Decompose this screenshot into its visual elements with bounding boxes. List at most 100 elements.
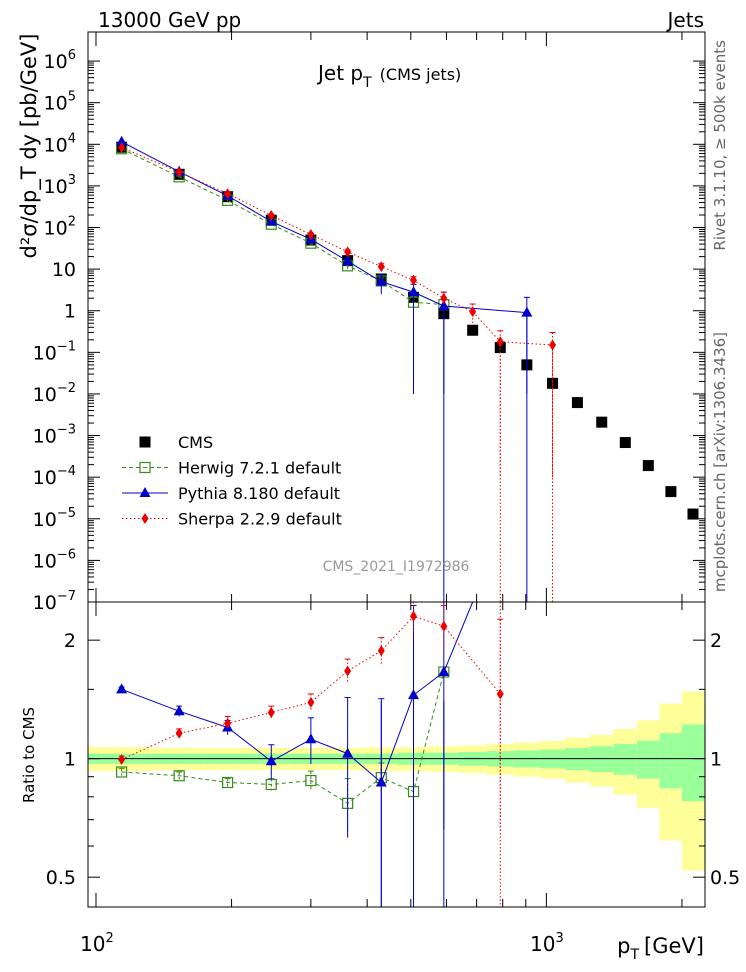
- ratio-point-pythia-8: [438, 666, 450, 677]
- main-ytick-label-4: 102: [44, 215, 76, 240]
- ratio-band-inner-16: [636, 740, 660, 779]
- ratio-point-pythia-5: [342, 747, 354, 758]
- main-point-sherpa-2: [224, 188, 232, 200]
- ratio-point-pythia-7: [408, 689, 420, 700]
- main-ytick-label-exp-10: −4: [57, 464, 76, 479]
- main-point-sherpa-8: [440, 292, 448, 304]
- main-ytick-label-exp-1: 5: [68, 90, 76, 105]
- main-ytick-label-exp-12: −6: [57, 547, 76, 562]
- main-point-pythia-5: [342, 255, 354, 266]
- ratio-point-sherpa-5: [344, 665, 352, 677]
- ratio-point-sherpa-1: [175, 727, 183, 739]
- ratio-line-sherpa: [121, 615, 501, 760]
- main-ytick-label-base-3: 10: [44, 176, 68, 198]
- ratio-panel: 2 2 1 1 0.5 0.5: [46, 601, 740, 908]
- ratio-point-sherpa-8: [440, 620, 448, 632]
- legend-marker-pythia: [139, 487, 151, 497]
- ratio-point-herwig-1: [173, 770, 185, 782]
- main-ytick-label-base-5: 10: [52, 259, 76, 281]
- main-axes: 10610510410310210110−110−210−310−410−510…: [33, 32, 705, 614]
- legend-label-sherpa: Sherpa 2.2.9 default: [178, 510, 342, 529]
- main-ytick-label-base-2: 10: [44, 134, 68, 156]
- main-point-cms-14: [596, 416, 608, 428]
- main-ytick-label-exp-3: 3: [68, 173, 76, 188]
- header-left: 13000 GeV pp: [98, 8, 241, 32]
- x-tick-label-100: 102: [80, 931, 114, 956]
- main-point-sherpa-10: [496, 336, 504, 348]
- ratio-ytick-label-1: 1: [64, 749, 76, 771]
- main-ytick-label-0: 106: [44, 48, 76, 73]
- ratio-ytick-label-0: 2: [64, 630, 76, 652]
- main-line-sherpa: [121, 146, 553, 346]
- main-ytick-label-exp-4: 2: [68, 215, 76, 230]
- main-ytick-label-base-4: 10: [44, 218, 68, 240]
- x-axis-label-main: p: [617, 934, 630, 958]
- main-ytick-label-2: 104: [44, 131, 76, 156]
- main-ytick-label-base-0: 10: [44, 51, 68, 73]
- main-point-cms-12: [547, 377, 559, 389]
- plot-title-main: Jet p: [316, 61, 363, 85]
- main-point-cms-13: [571, 397, 583, 409]
- ratio-point-pythia-0: [116, 683, 128, 694]
- legend-marker-herwig: [139, 461, 151, 474]
- ratio-point-sherpa-4: [307, 696, 315, 708]
- main-point-cms-17: [665, 486, 677, 498]
- main-ytick-label-base-12: 10: [33, 550, 57, 572]
- main-ytick-label-3: 103: [44, 173, 76, 198]
- main-ytick-label-exp-2: 4: [68, 131, 76, 146]
- main-point-cms-18: [687, 508, 699, 520]
- legend-label-cms: CMS: [178, 433, 213, 452]
- main-ytick-label-exp-13: −7: [57, 589, 76, 604]
- main-line-pythia: [121, 141, 527, 314]
- main-point-sherpa-5: [344, 246, 352, 258]
- x-tick-1000-base: 10: [530, 932, 555, 956]
- main-point-cms-10: [494, 342, 506, 354]
- main-marks: [116, 135, 699, 602]
- ratio-point-pythia-3: [265, 755, 277, 766]
- main-ytick-label-9: 10−3: [33, 423, 76, 448]
- main-point-sherpa-6: [377, 261, 385, 273]
- main-point-pythia-9: [521, 306, 533, 317]
- main-ytick-label-1: 105: [44, 90, 76, 115]
- analysis-label: CMS_2021_I1972986: [323, 559, 470, 575]
- ratio-ytick-label-2: 0.5: [46, 867, 76, 889]
- x-axis-label-sub: T: [629, 947, 639, 963]
- ratio-line-herwig: [121, 671, 445, 804]
- main-ytick-label-11: 10−5: [33, 506, 76, 531]
- main-ylabel: d²σ/dp_T dy [pb/GeV]: [17, 34, 42, 259]
- x-tick-1000-exp: 3: [555, 931, 563, 946]
- main-point-pythia-6: [375, 275, 387, 286]
- ratio-marks: [88, 601, 705, 907]
- main-ytick-label-base-10: 10: [33, 467, 57, 489]
- main-point-sherpa-4: [307, 228, 315, 240]
- legend: CMS Herwig 7.2.1 default Pythia 8.180 defa…: [122, 433, 342, 529]
- main-ytick-label-12: 10−6: [33, 547, 76, 572]
- main-ytick-label-exp-7: −1: [57, 339, 76, 354]
- header-right: Jets: [666, 8, 704, 32]
- main-ytick-label-5: 10: [52, 259, 76, 281]
- ratio-band-inner-17: [659, 733, 682, 789]
- main-ytick-label-13: 10−7: [33, 589, 76, 614]
- main-ytick-label-exp-0: 6: [68, 48, 76, 63]
- main-ytick-label-6: 1: [64, 301, 76, 323]
- main-point-pythia-8: [438, 299, 450, 310]
- main-ytick-label-base-6: 1: [64, 301, 76, 323]
- main-ytick-label-7: 10−1: [33, 339, 76, 364]
- ratio-frame: [87, 601, 706, 908]
- ratio-point-pythia-1: [173, 705, 185, 716]
- x-tick-label-1000: 103: [530, 931, 564, 956]
- main-point-pythia-0: [116, 135, 128, 146]
- ratio-point-sherpa-2: [224, 717, 232, 729]
- main-ytick-label-base-9: 10: [33, 426, 57, 448]
- main-ytick-label-base-1: 10: [44, 93, 68, 115]
- main-ytick-label-exp-11: −5: [57, 506, 76, 521]
- ratio-ytick-label-right-2: 0.5: [710, 867, 740, 889]
- main-point-sherpa-7: [410, 274, 418, 286]
- ratio-axes: 2 2 1 1 0.5 0.5: [46, 602, 740, 907]
- plot-title-sub: T: [362, 75, 372, 91]
- ratio-point-sherpa-3: [267, 707, 275, 719]
- mcplots-label: mcplots.cern.ch [arXiv:1306.3436]: [711, 332, 729, 592]
- main-ytick-label-10: 10−4: [33, 464, 76, 489]
- main-point-cms-9: [467, 324, 479, 336]
- main-point-sherpa-3: [267, 209, 275, 221]
